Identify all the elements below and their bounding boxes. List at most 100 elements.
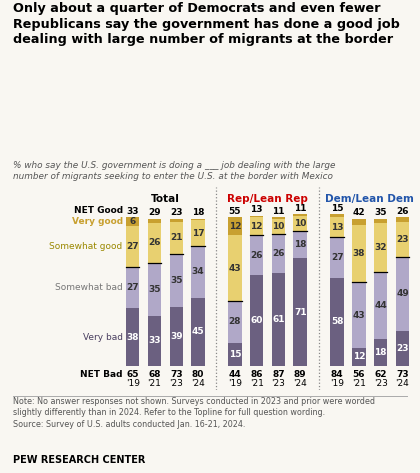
Text: 27: 27 bbox=[126, 242, 139, 251]
Bar bbox=[250, 216, 263, 217]
Text: '19: '19 bbox=[330, 379, 344, 388]
Text: 42: 42 bbox=[353, 208, 365, 217]
Text: 23: 23 bbox=[396, 344, 409, 353]
Bar bbox=[331, 214, 344, 217]
Text: 11: 11 bbox=[272, 207, 285, 216]
Bar bbox=[396, 222, 409, 257]
Bar bbox=[126, 217, 139, 226]
Text: Total: Total bbox=[151, 193, 180, 203]
Text: 87: 87 bbox=[272, 370, 285, 379]
Text: Very bad: Very bad bbox=[83, 333, 123, 342]
Text: 32: 32 bbox=[375, 243, 387, 252]
Text: 12: 12 bbox=[229, 222, 241, 231]
Text: Note: No answer responses not shown. Surveys conducted in 2023 and prior were wo: Note: No answer responses not shown. Sur… bbox=[13, 397, 375, 429]
Text: 13: 13 bbox=[250, 205, 263, 214]
Bar bbox=[272, 234, 285, 273]
Text: 17: 17 bbox=[192, 228, 204, 237]
Text: NET Bad: NET Bad bbox=[80, 370, 123, 379]
Bar bbox=[191, 220, 205, 246]
Text: 26: 26 bbox=[396, 207, 409, 216]
Text: 61: 61 bbox=[272, 315, 285, 324]
Text: 38: 38 bbox=[126, 333, 139, 342]
Bar bbox=[374, 223, 387, 272]
Bar bbox=[228, 217, 242, 236]
Text: 68: 68 bbox=[148, 370, 161, 379]
Text: 12: 12 bbox=[250, 222, 263, 231]
Text: 6: 6 bbox=[130, 217, 136, 226]
Text: 86: 86 bbox=[250, 370, 263, 379]
Bar bbox=[272, 219, 285, 234]
Text: 33: 33 bbox=[148, 336, 161, 345]
Text: '21: '21 bbox=[250, 379, 264, 388]
Text: 11: 11 bbox=[294, 204, 307, 213]
Text: 43: 43 bbox=[353, 311, 365, 320]
Text: 28: 28 bbox=[229, 317, 241, 326]
Bar bbox=[148, 223, 161, 263]
Bar bbox=[352, 348, 366, 366]
Text: '19: '19 bbox=[126, 379, 140, 388]
Bar bbox=[294, 214, 307, 216]
Text: 10: 10 bbox=[272, 222, 285, 231]
Text: 15: 15 bbox=[331, 204, 344, 213]
Text: 26: 26 bbox=[250, 251, 263, 260]
Text: 60: 60 bbox=[251, 316, 263, 325]
Text: 15: 15 bbox=[229, 350, 241, 359]
Text: 71: 71 bbox=[294, 307, 307, 316]
Bar bbox=[294, 231, 307, 258]
Text: 18: 18 bbox=[375, 348, 387, 357]
Bar bbox=[272, 273, 285, 366]
Text: 21: 21 bbox=[170, 233, 183, 242]
Text: '19: '19 bbox=[228, 379, 242, 388]
Bar bbox=[352, 225, 366, 282]
Bar bbox=[191, 298, 205, 366]
Text: 26: 26 bbox=[272, 249, 285, 258]
Bar bbox=[126, 267, 139, 308]
Text: 49: 49 bbox=[396, 289, 409, 298]
Bar bbox=[352, 219, 366, 225]
Text: 43: 43 bbox=[228, 263, 241, 272]
Text: '24: '24 bbox=[396, 379, 410, 388]
Bar bbox=[191, 219, 205, 220]
Text: 58: 58 bbox=[331, 317, 344, 326]
Text: 73: 73 bbox=[396, 370, 409, 379]
Bar bbox=[396, 257, 409, 331]
Bar bbox=[374, 272, 387, 339]
Bar bbox=[191, 246, 205, 298]
Text: % who say the U.S. government is doing a ___ job dealing with the large
number o: % who say the U.S. government is doing a… bbox=[13, 161, 335, 181]
Text: '21: '21 bbox=[147, 379, 161, 388]
Bar bbox=[170, 307, 183, 366]
Bar bbox=[272, 217, 285, 219]
Text: 89: 89 bbox=[294, 370, 307, 379]
Text: '23: '23 bbox=[272, 379, 286, 388]
Text: 33: 33 bbox=[126, 207, 139, 216]
Text: 35: 35 bbox=[148, 285, 161, 294]
Text: Somewhat good: Somewhat good bbox=[50, 242, 123, 251]
Bar bbox=[228, 236, 242, 301]
Bar bbox=[396, 217, 409, 222]
Text: 35: 35 bbox=[375, 208, 387, 217]
Text: 80: 80 bbox=[192, 370, 204, 379]
Text: '21: '21 bbox=[352, 379, 366, 388]
Bar bbox=[148, 316, 161, 366]
Bar bbox=[294, 216, 307, 231]
Bar bbox=[148, 263, 161, 316]
Text: NET Good: NET Good bbox=[74, 206, 123, 215]
Text: 73: 73 bbox=[170, 370, 183, 379]
Text: 18: 18 bbox=[192, 208, 204, 217]
Text: Only about a quarter of Democrats and even fewer
Republicans say the government : Only about a quarter of Democrats and ev… bbox=[13, 2, 399, 46]
Text: 23: 23 bbox=[396, 235, 409, 244]
Bar bbox=[170, 254, 183, 307]
Text: 34: 34 bbox=[192, 267, 204, 276]
Text: '24: '24 bbox=[191, 379, 205, 388]
Bar bbox=[396, 331, 409, 366]
Bar bbox=[250, 217, 263, 236]
Bar bbox=[228, 301, 242, 343]
Bar bbox=[374, 219, 387, 223]
Text: Dem/Lean Dem: Dem/Lean Dem bbox=[326, 193, 414, 203]
Text: 26: 26 bbox=[148, 238, 161, 247]
Bar bbox=[170, 222, 183, 254]
Bar bbox=[352, 282, 366, 348]
Bar bbox=[331, 217, 344, 237]
Bar bbox=[250, 275, 263, 366]
Text: PEW RESEARCH CENTER: PEW RESEARCH CENTER bbox=[13, 455, 145, 465]
